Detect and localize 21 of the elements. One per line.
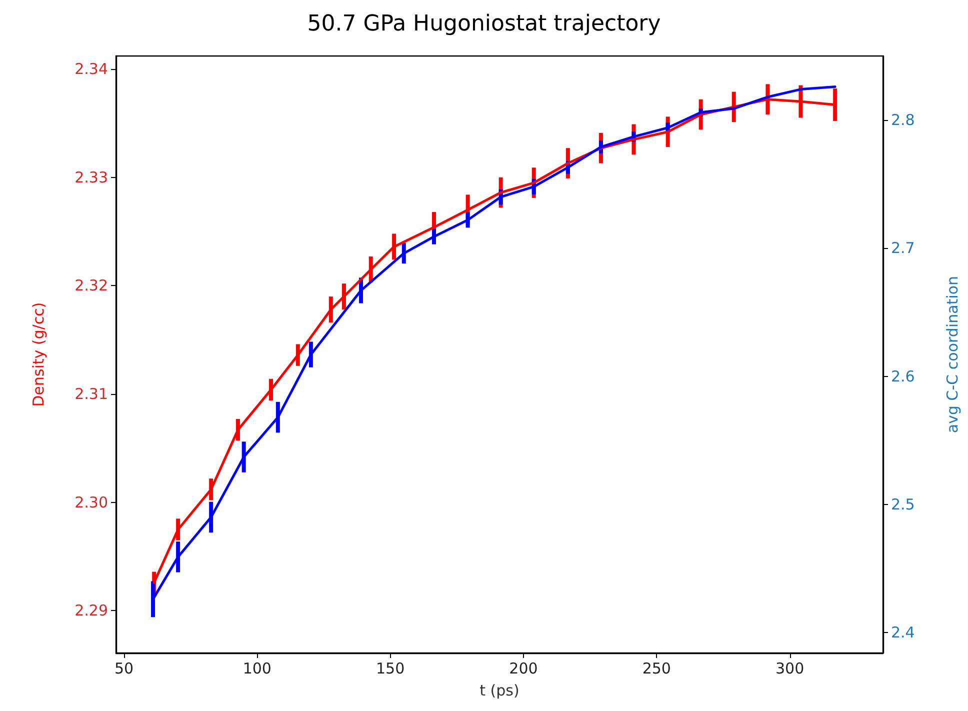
y2-tick-label: 2.6 [891,367,915,386]
y-tick-label: 2.32 [74,276,108,295]
y2-tick-label: 2.8 [891,111,915,130]
x-tick-label: 100 [242,660,272,678]
y2-tick-label: 2.5 [891,495,915,514]
y2-tick-label: 2.7 [891,239,915,258]
x-axis-title: t (ps) [480,682,520,700]
y-tick-label: 2.31 [74,385,108,404]
y-tick-label: 2.33 [74,168,108,186]
y-tick-label: 2.29 [74,602,108,620]
x-tick-label: 150 [376,660,405,678]
x-tick-label: 300 [775,660,804,678]
x-tick-label: 200 [509,660,538,678]
y2-axis-title: avg C-C coordination [944,276,962,434]
y-tick-label: 2.30 [74,493,108,512]
x-tick-label: 250 [642,660,671,678]
y-axis-title: Density (g/cc) [30,302,48,407]
x-tick-label: 50 [114,660,134,678]
chart-title: 50.7 GPa Hugoniostat trajectory [307,12,661,36]
y-tick-label: 2.34 [74,60,108,78]
y2-tick-label: 2.4 [891,624,915,642]
